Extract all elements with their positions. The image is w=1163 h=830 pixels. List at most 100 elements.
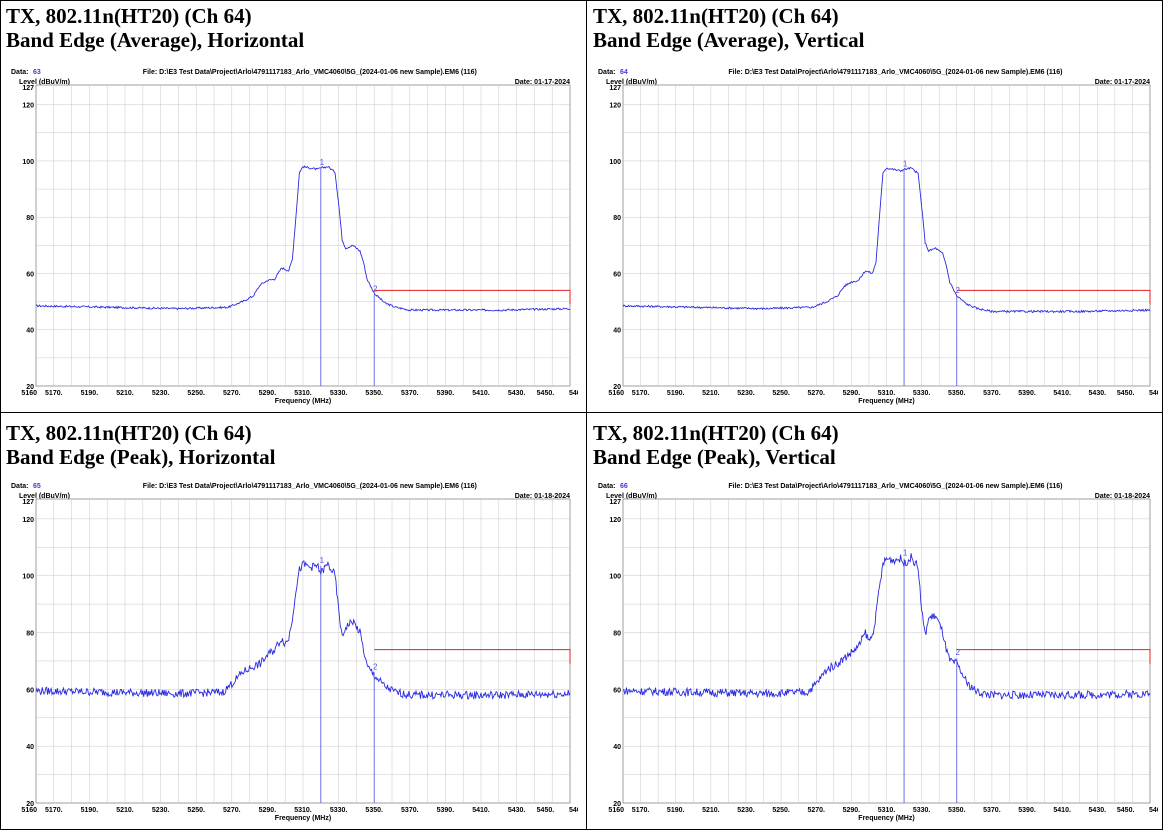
y-tick-label: 100 <box>22 574 34 581</box>
x-tick-label: 5460 <box>1149 390 1158 397</box>
x-tick-label: 5250. <box>187 390 205 397</box>
chart-date: Date: 01-18-2024 <box>515 493 570 500</box>
data-label: Data: <box>598 483 616 490</box>
x-tick-label: 5450. <box>1117 807 1135 814</box>
data-label: Data: <box>11 69 29 76</box>
x-tick-label: 5230. <box>152 390 170 397</box>
panel-title-line2: Band Edge (Average), Horizontal <box>6 28 305 52</box>
x-tick-label: 5410. <box>1053 807 1071 814</box>
y-tick-label: 40 <box>26 744 34 751</box>
x-tick-label: 5230. <box>152 807 170 814</box>
file-path: File: D:\E3 Test Data\Project\Arlo\47911… <box>143 69 477 76</box>
x-tick-label: 5210. <box>116 807 134 814</box>
x-tick-label: 5250. <box>772 807 790 814</box>
x-tick-label: 5190. <box>667 807 685 814</box>
x-tick-label: 5290. <box>843 390 861 397</box>
measurement-trace <box>622 553 1151 701</box>
limit-line <box>956 649 1151 664</box>
panel-title-line2: Band Edge (Peak), Vertical <box>593 445 836 469</box>
y-tick-label: 40 <box>613 744 621 751</box>
x-tick-label: 5330. <box>330 807 348 814</box>
file-path: File: D:\E3 Test Data\Project\Arlo\47911… <box>143 483 477 490</box>
y-axis-label: Level (dBuV/m) <box>606 493 657 500</box>
x-tick-label: 5460 <box>569 390 578 397</box>
x-tick-label: 5160 <box>21 807 37 814</box>
y-tick-label: 120 <box>609 517 621 524</box>
measurement-trace <box>622 166 1151 314</box>
y-tick-label: 40 <box>613 328 621 335</box>
limit-line <box>374 289 571 305</box>
table-border-top <box>0 0 1163 1</box>
y-tick-label: 127 <box>22 499 34 506</box>
x-axis-label: Frequency (MHz) <box>858 815 914 822</box>
y-tick-label: 20 <box>613 801 621 808</box>
y-tick-label: 120 <box>609 103 621 110</box>
x-tick-label: 5390. <box>1018 390 1036 397</box>
panel-average-vertical: TX, 802.11n(HT20) (Ch 64) Band Edge (Ave… <box>587 0 1162 412</box>
y-tick-label: 60 <box>613 687 621 694</box>
x-tick-label: 5350. <box>948 807 966 814</box>
y-tick-label: 60 <box>26 271 34 278</box>
y-axis-label: Level (dBuV/m) <box>19 79 70 86</box>
x-tick-label: 5370. <box>401 807 419 814</box>
x-tick-label: 5270. <box>223 807 241 814</box>
panel-title-line2: Band Edge (Average), Vertical <box>593 28 865 52</box>
x-tick-label: 5370. <box>983 390 1001 397</box>
y-tick-label: 127 <box>609 499 621 506</box>
measurement-trace <box>35 560 571 701</box>
x-tick-label: 5430. <box>508 807 526 814</box>
x-tick-label: 5270. <box>223 390 241 397</box>
y-tick-label: 100 <box>22 159 34 166</box>
y-tick-label: 40 <box>26 328 34 335</box>
x-tick-label: 5450. <box>537 390 555 397</box>
y-tick-label: 100 <box>609 159 621 166</box>
table-border-center <box>586 0 587 830</box>
x-tick-label: 5330. <box>913 807 931 814</box>
x-tick-label: 5310. <box>294 807 312 814</box>
y-tick-label: 60 <box>613 271 621 278</box>
x-tick-label: 5310. <box>294 390 312 397</box>
y-tick-label: 100 <box>609 574 621 581</box>
y-tick-label: 80 <box>26 631 34 638</box>
x-tick-label: 5190. <box>81 390 99 397</box>
marker-label: 2 <box>956 286 961 295</box>
x-tick-label: 5160 <box>608 390 624 397</box>
x-tick-label: 5460 <box>569 807 578 814</box>
data-number: 65 <box>33 483 41 490</box>
data-number: 64 <box>620 69 628 76</box>
x-tick-label: 5170. <box>632 390 650 397</box>
x-tick-label: 5210. <box>116 390 134 397</box>
x-tick-label: 5290. <box>259 807 277 814</box>
x-tick-label: 5430. <box>1089 390 1107 397</box>
measurement-trace <box>35 165 571 312</box>
panel-peak-vertical: TX, 802.11n(HT20) (Ch 64) Band Edge (Pea… <box>587 413 1162 829</box>
chart-date: Date: 01-18-2024 <box>1095 493 1150 500</box>
y-axis-label: Level (dBuV/m) <box>606 79 657 86</box>
data-number: 66 <box>620 483 628 490</box>
data-label: Data: <box>11 483 29 490</box>
x-tick-label: 5270. <box>807 390 825 397</box>
chart-date: Date: 01-17-2024 <box>515 79 570 86</box>
x-tick-label: 5210. <box>702 390 720 397</box>
data-label: Data: <box>598 69 616 76</box>
y-tick-label: 20 <box>26 384 34 391</box>
panel-title-line2: Band Edge (Peak), Horizontal <box>6 445 276 469</box>
spectrum-chart: Data: 63 File: D:\E3 Test Data\Project\Arl… <box>11 69 578 405</box>
marker-label: 1 <box>903 549 908 558</box>
y-axis-label: Level (dBuV/m) <box>19 493 70 500</box>
x-tick-label: 5390. <box>437 390 455 397</box>
panel-title-line1: TX, 802.11n(HT20) (Ch 64) <box>6 4 252 28</box>
y-tick-label: 20 <box>613 384 621 391</box>
x-tick-label: 5160 <box>21 390 37 397</box>
x-tick-label: 5330. <box>913 390 931 397</box>
x-tick-label: 5350. <box>365 390 383 397</box>
y-tick-label: 80 <box>613 215 621 222</box>
x-tick-label: 5170. <box>45 390 63 397</box>
y-tick-label: 127 <box>22 85 34 92</box>
table-border-left <box>0 0 1 830</box>
file-path: File: D:\E3 Test Data\Project\Arlo\47911… <box>728 69 1062 76</box>
x-tick-label: 5160 <box>608 807 624 814</box>
spectrum-chart: Data: 65 File: D:\E3 Test Data\Project\Arl… <box>11 483 578 822</box>
marker-label: 2 <box>956 648 961 657</box>
y-tick-label: 127 <box>609 85 621 92</box>
